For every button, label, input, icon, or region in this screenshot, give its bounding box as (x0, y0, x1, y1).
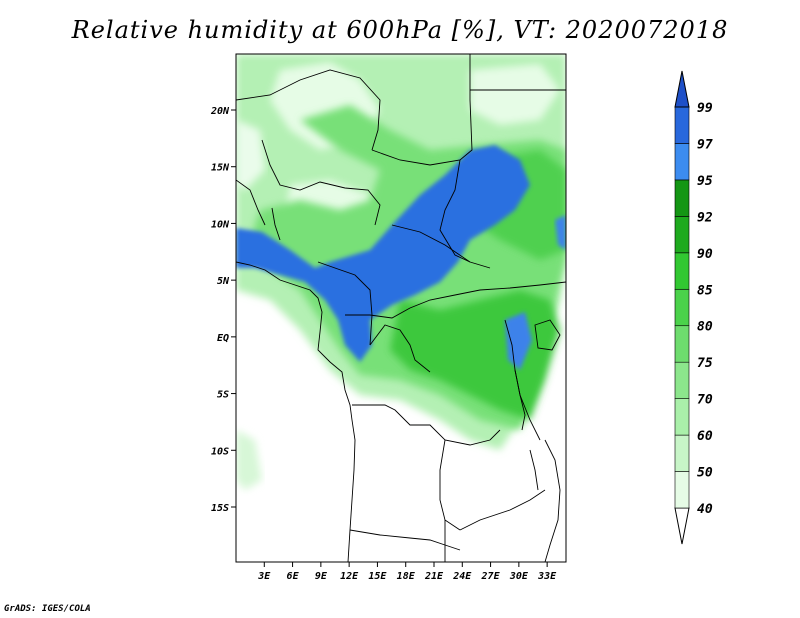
lat-tick-label: EQ (217, 333, 229, 344)
lon-tick-label: 33E (537, 571, 557, 582)
lat-tick-label: 5N (217, 276, 230, 287)
lat-tick-label: 5S (217, 390, 229, 401)
border-namibia (349, 529, 461, 551)
lon-tick-label: 3E (257, 571, 271, 582)
colorbar-level-label: 70 (697, 393, 713, 408)
rh-zone-50-southwest (236, 430, 262, 490)
colorbar-segment (674, 216, 690, 254)
colorbar-level-label: 97 (697, 137, 713, 152)
colorbar-level-label: 92 (697, 210, 713, 225)
colorbar-level-label: 75 (697, 356, 713, 371)
lon-tick-label: 27E (481, 571, 501, 582)
lon-tick-label: 21E (424, 571, 444, 582)
lat-tick-label: 15N (211, 163, 230, 174)
border-zambia (459, 489, 546, 531)
colorbar-level-label: 85 (697, 283, 713, 298)
colorbar-segment (674, 325, 690, 363)
lon-tick-label: 24E (452, 571, 472, 582)
lon-tick-label: 6E (287, 571, 300, 582)
lon-tick-label: 12E (340, 571, 359, 582)
lat-tick-label: 10S (211, 446, 229, 457)
border-congo (369, 324, 431, 373)
colorbar-segment (674, 288, 690, 327)
border-angola-east (439, 439, 461, 531)
lat-tick-label: 20N (210, 106, 230, 117)
rh-zone-40-west (236, 120, 265, 190)
border-nigeria-cameroon (317, 261, 373, 346)
colorbar-segment (674, 361, 690, 399)
colorbar-segment (674, 179, 690, 217)
colorbar-level-label: 90 (697, 247, 713, 262)
lon-tick-label: 18E (397, 571, 416, 582)
latitude-axis: 20N 15N 10N 5N EQ 5S 10S 15S (210, 106, 236, 514)
border-sahara-north (236, 69, 381, 151)
map-frame (235, 53, 567, 563)
lon-tick-label: 15E (368, 571, 387, 582)
border-west-small-1 (236, 179, 266, 226)
colorbar-segment (674, 398, 690, 436)
rh-zone-97-east (505, 312, 532, 370)
coastline-west-africa (236, 261, 356, 562)
colorbar-segment (674, 471, 690, 509)
colorbar-level-label: 95 (697, 174, 713, 189)
border-west-small-2 (271, 207, 281, 241)
border-sahel-1 (261, 139, 381, 226)
colorbar-segment (674, 106, 690, 144)
lake-victoria (534, 319, 561, 351)
colorbar-level-label: 50 (697, 466, 713, 481)
credit-label: GrADS: IGES/COLA (4, 604, 91, 614)
colorbar-segment (674, 252, 690, 290)
colorbar-level-label: 60 (697, 429, 713, 444)
lat-tick-label: 10N (211, 219, 230, 230)
colorbar-level-label: 80 (697, 320, 713, 335)
colorbar-segment (674, 434, 690, 472)
rh-zone-40-north-east (470, 64, 560, 125)
colorbar-over-triangle (674, 70, 690, 108)
country-borders (236, 54, 566, 562)
border-angola-north (352, 404, 501, 446)
colorbar-level-label: 99 (697, 101, 713, 116)
colorbar-segment (674, 143, 690, 181)
humidity-field (236, 54, 566, 562)
lon-tick-label: 9E (315, 571, 328, 582)
border-car (391, 224, 471, 263)
lat-tick-label: 15S (211, 503, 229, 514)
rh-zone-97-east-edge (555, 215, 566, 250)
lon-tick-label: 30E (509, 571, 529, 582)
colorbar-under-triangle (674, 507, 690, 545)
colorbar-level-label: 40 (697, 502, 713, 517)
rh-zone-97 (236, 145, 530, 362)
map-title: Relative humidity at 600hPa [%], VT: 202… (71, 16, 729, 44)
border-central-1 (345, 281, 566, 319)
border-mozambique (544, 439, 561, 562)
longitude-axis: 3E 6E 9E 12E 15E 18E 21E 24E 27E 30E 33E (257, 562, 557, 582)
colorbar: 40 50 60 70 75 80 85 90 92 95 97 99 (674, 70, 713, 545)
lake-tanganyika (514, 369, 526, 431)
lake-malawi (529, 449, 539, 491)
